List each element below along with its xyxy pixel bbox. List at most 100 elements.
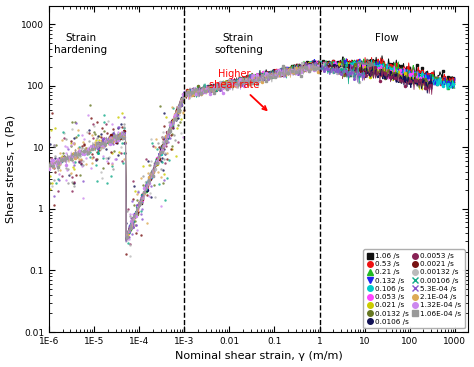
Point	[177, 131, 185, 137]
Point	[114, 152, 122, 157]
Point	[118, 110, 126, 116]
Point	[170, 132, 177, 138]
Point	[64, 166, 72, 172]
Point	[69, 119, 76, 125]
Point	[155, 181, 163, 187]
Point	[50, 142, 57, 148]
Point	[83, 129, 91, 135]
Point	[51, 193, 58, 199]
Point	[154, 146, 161, 152]
Point	[124, 230, 131, 236]
Point	[99, 137, 106, 142]
Point	[58, 138, 65, 143]
Point	[61, 135, 68, 141]
Point	[98, 175, 106, 181]
Point	[100, 128, 108, 134]
Point	[70, 166, 78, 172]
Point	[169, 116, 176, 121]
Point	[70, 135, 78, 141]
Point	[120, 124, 128, 130]
Point	[118, 140, 126, 146]
Point	[129, 196, 137, 202]
Point	[109, 164, 116, 170]
Point	[125, 230, 133, 236]
Point	[134, 188, 142, 194]
Point	[97, 145, 105, 151]
Point	[71, 159, 78, 165]
Point	[71, 180, 78, 186]
Point	[122, 140, 129, 146]
Point	[145, 193, 153, 199]
Point	[146, 176, 154, 182]
Point	[90, 129, 97, 135]
Point	[129, 219, 137, 225]
Point	[166, 135, 173, 141]
Point	[83, 150, 91, 156]
Text: Strain
hardening: Strain hardening	[54, 33, 107, 55]
Point	[142, 156, 150, 162]
Point	[85, 127, 93, 132]
Point	[94, 133, 102, 139]
Point	[91, 144, 98, 150]
Point	[70, 184, 78, 189]
Point	[70, 150, 77, 156]
Point	[114, 114, 122, 120]
Point	[50, 142, 58, 148]
Point	[127, 241, 134, 247]
Point	[90, 135, 97, 141]
Point	[87, 115, 94, 121]
Point	[103, 130, 111, 136]
Point	[93, 156, 101, 162]
Point	[159, 142, 166, 148]
Point	[96, 147, 103, 153]
Point	[54, 188, 62, 194]
Point	[122, 251, 129, 257]
Point	[159, 167, 166, 172]
Point	[76, 172, 83, 178]
Point	[139, 190, 146, 196]
Point	[161, 150, 169, 156]
Point	[55, 177, 62, 183]
Point	[103, 180, 111, 186]
Point	[119, 134, 127, 139]
Text: Flow: Flow	[375, 33, 399, 43]
Point	[145, 178, 153, 184]
Point	[64, 146, 72, 152]
Point	[115, 124, 122, 130]
Point	[138, 206, 146, 212]
Point	[167, 146, 174, 152]
Point	[64, 180, 72, 186]
Point	[93, 149, 101, 155]
Point	[91, 131, 99, 137]
Point	[79, 139, 86, 145]
Point	[174, 115, 182, 120]
Point	[54, 177, 62, 182]
Point	[88, 152, 96, 157]
Point	[75, 158, 82, 164]
Point	[152, 136, 160, 142]
Point	[115, 137, 122, 143]
Point	[63, 144, 71, 150]
Point	[112, 156, 120, 161]
Point	[109, 141, 117, 147]
Point	[126, 253, 133, 259]
Point	[95, 137, 103, 143]
Point	[77, 156, 84, 162]
Point	[99, 135, 107, 141]
Point	[98, 131, 105, 137]
Point	[82, 155, 90, 161]
Point	[86, 153, 94, 159]
Point	[80, 136, 88, 142]
Point	[162, 133, 170, 139]
Point	[155, 155, 163, 161]
Point	[176, 103, 183, 109]
Point	[151, 193, 159, 199]
Point	[136, 199, 143, 205]
Point	[109, 126, 117, 132]
Point	[139, 182, 147, 188]
Point	[88, 132, 96, 138]
Point	[122, 220, 130, 226]
Point	[68, 157, 76, 163]
Point	[125, 236, 132, 242]
Point	[168, 122, 176, 128]
